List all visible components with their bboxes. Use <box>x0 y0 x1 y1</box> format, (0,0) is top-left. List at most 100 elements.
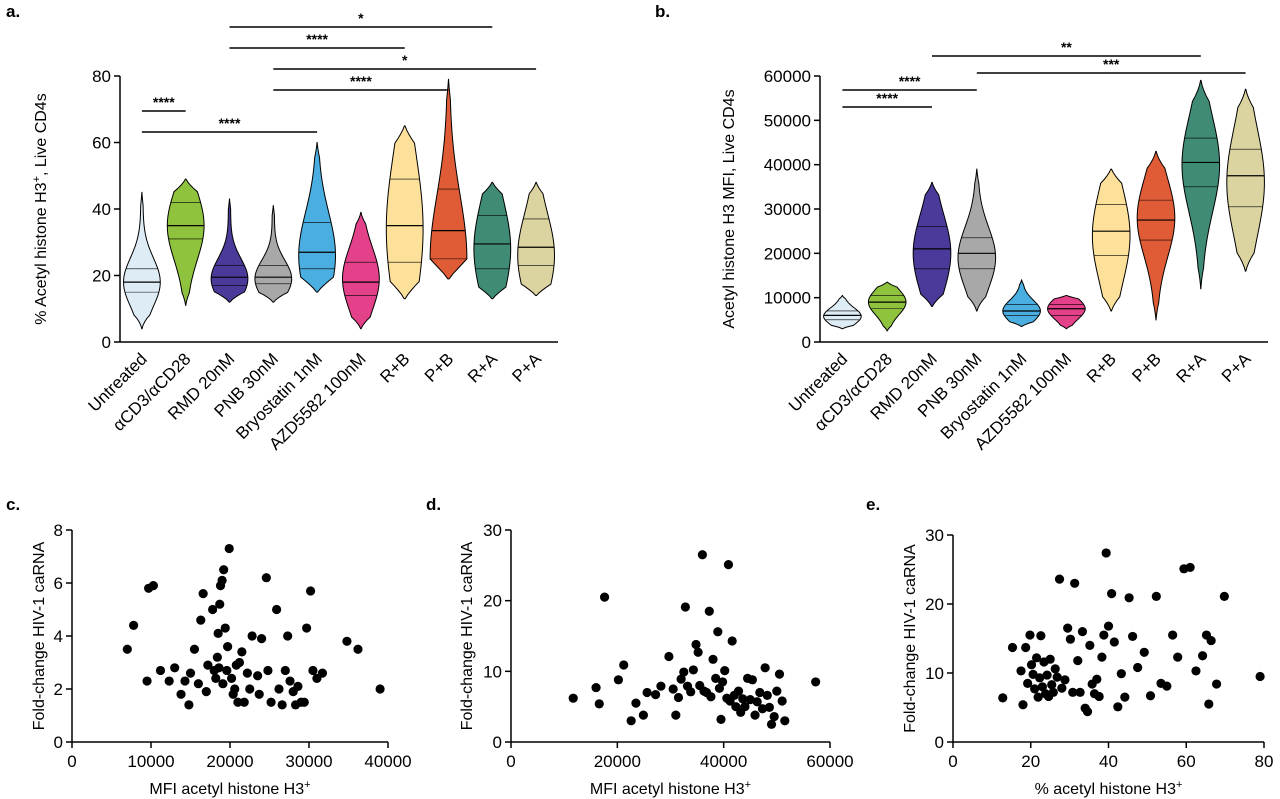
violin-5 <box>1047 294 1086 330</box>
scatter-point <box>638 710 648 720</box>
violin-8 <box>473 181 512 300</box>
scatter-point <box>185 668 196 678</box>
scatter-point <box>1026 660 1037 670</box>
scatter-point <box>713 627 723 637</box>
scatter-point <box>1073 655 1083 666</box>
scatter-point <box>745 695 755 705</box>
scatter-point <box>1035 673 1045 683</box>
violin-4 <box>298 142 336 293</box>
scatter-point <box>184 700 194 710</box>
scatter-point <box>226 673 237 684</box>
scatter-point <box>176 689 186 699</box>
x-tick-label: 30000 <box>285 752 332 771</box>
scatter-point <box>780 716 790 726</box>
scatter-point <box>1082 707 1093 717</box>
scatter-point <box>766 719 777 729</box>
x-category-label: αCD3/αCD28 <box>811 349 896 434</box>
scatter-point <box>772 686 782 696</box>
scatter-point <box>626 716 636 726</box>
violin-2 <box>912 181 952 308</box>
y-tick-label: 20000 <box>764 244 811 263</box>
scatter-point <box>254 689 264 699</box>
scatter-point <box>769 711 779 722</box>
scatter-point <box>668 684 678 694</box>
scatter-point <box>706 692 716 702</box>
scatter-point <box>1094 691 1104 702</box>
scatter-point <box>1191 666 1201 676</box>
violin-6 <box>1091 168 1131 312</box>
scatter-point <box>693 647 703 657</box>
significance-label: **** <box>350 73 372 89</box>
scatter-point <box>247 631 257 641</box>
scatter-point <box>277 700 287 710</box>
y-tick-label: 30000 <box>764 200 811 219</box>
panel-letter: d. <box>426 495 441 514</box>
scatter-point <box>998 693 1008 703</box>
scatter-point <box>283 631 293 641</box>
y-axis-label: Acetyl histone H3 MFI, Live CD4s <box>721 89 738 328</box>
violin-7 <box>1136 150 1176 321</box>
panel-letter: c. <box>6 495 20 514</box>
scatter-point <box>599 592 610 602</box>
scatter-point <box>679 667 689 677</box>
x-tick-label: 20000 <box>206 752 253 771</box>
scatter-point <box>1018 700 1028 710</box>
scatter-point <box>224 543 234 554</box>
violin-4 <box>1002 279 1041 327</box>
scatter-point <box>1255 671 1265 682</box>
scatter-point <box>1162 681 1172 691</box>
scatter-point <box>757 704 768 714</box>
significance-label: **** <box>876 90 898 106</box>
panel-c-scatter-chart: c. 0 2 4 6 8 0 10000 20000 30000 40000 Fold-change … <box>6 495 412 798</box>
y-tick-label: 40 <box>92 200 111 219</box>
scatter-point <box>180 676 190 686</box>
scatter-point <box>353 644 363 654</box>
scatter-point <box>1068 687 1078 697</box>
scatter-point <box>233 697 243 707</box>
scatter-point <box>308 665 318 676</box>
scatter-point <box>1085 640 1095 651</box>
y-axis-label: Fold-change HIV-1 caRNA <box>31 541 48 730</box>
scatter-point <box>217 575 227 585</box>
scatter-point <box>1025 630 1035 640</box>
scatter-point <box>1133 662 1143 673</box>
violin-8 <box>1181 79 1221 290</box>
scatter-point <box>1092 674 1102 684</box>
scatter-point <box>1045 654 1055 664</box>
scatter-point <box>201 687 211 697</box>
scatter-point <box>1124 593 1134 603</box>
scatter-point <box>212 652 222 662</box>
significance-label: **** <box>153 94 175 110</box>
significance-label: **** <box>899 73 921 89</box>
x-category-label: P+A <box>1218 349 1255 386</box>
scatter-point <box>747 675 757 685</box>
scatter-point <box>285 676 295 686</box>
scatter-point <box>750 710 760 720</box>
scatter-point <box>375 684 385 694</box>
x-tick-label: 40000 <box>364 752 411 771</box>
significance-label: ** <box>1061 39 1072 55</box>
scatter-point <box>727 636 737 646</box>
violin-7 <box>429 78 468 280</box>
y-tick-label: 4 <box>54 627 63 646</box>
y-tick-label: 60000 <box>764 67 811 86</box>
y-axis-label: Fold-change HIV-1 caRNA <box>902 544 919 733</box>
x-category-label: P+A <box>508 349 545 386</box>
violin-5 <box>342 211 380 330</box>
scatter-point <box>697 550 708 560</box>
scatter-point <box>1097 652 1107 662</box>
y-tick-label: 0 <box>493 733 502 752</box>
scatter-point <box>1128 631 1138 642</box>
significance-label: * <box>358 10 364 26</box>
scatter-point <box>656 681 666 691</box>
scatter-point <box>1060 675 1070 685</box>
scatter-point <box>591 682 601 693</box>
scatter-point <box>1145 691 1156 701</box>
x-category-label: R+A <box>464 349 502 387</box>
panel-a-violin-chart: a. 0 20 40 60 80 % Acetyl histone H3+, Live CD… <box>6 2 558 454</box>
scatter-point <box>673 692 684 703</box>
scatter-point <box>774 669 785 679</box>
y-axis-label: Fold-change HIV-1 caRNA <box>459 541 476 730</box>
scatter-point <box>680 602 690 612</box>
